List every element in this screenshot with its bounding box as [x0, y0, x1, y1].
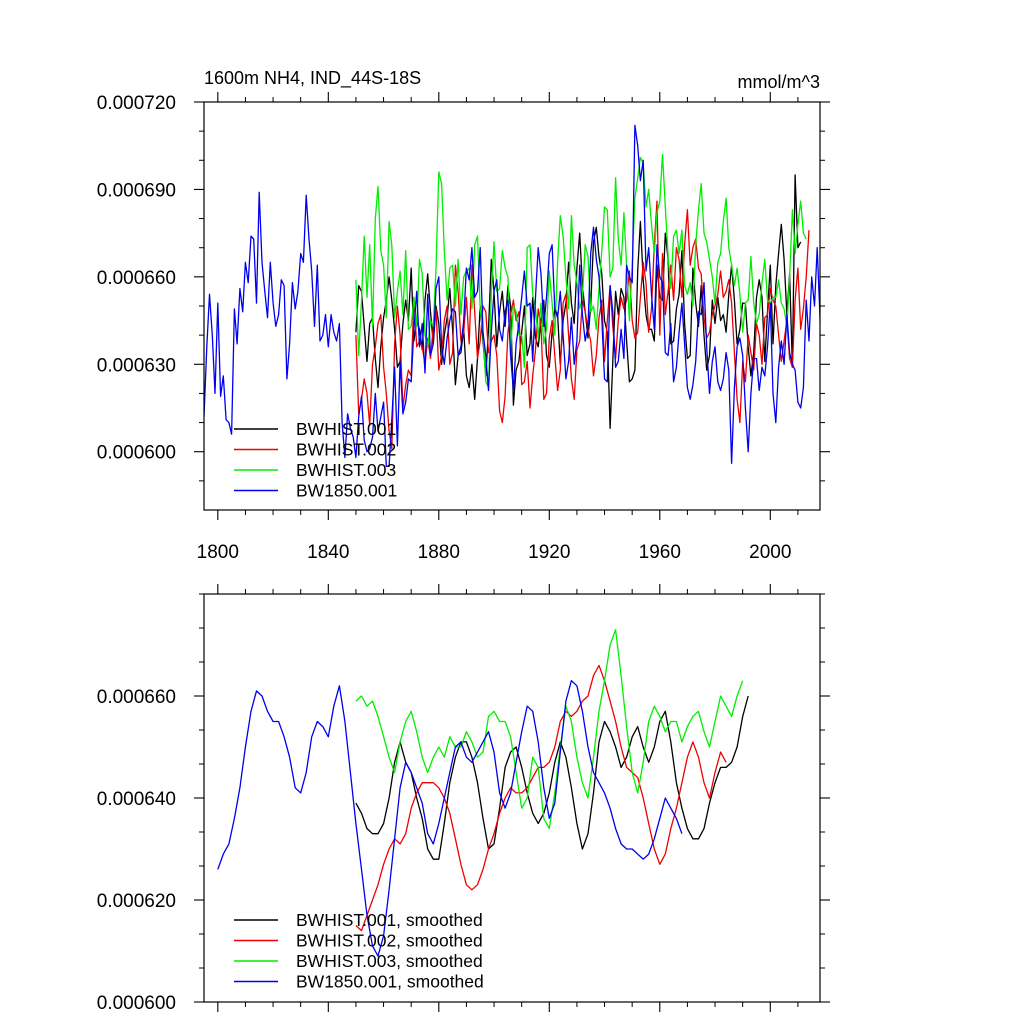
series-line-2: [355, 629, 744, 830]
plot-frame: [203, 593, 821, 1003]
x-tick-label: 1880: [418, 542, 460, 563]
series-line-0: [355, 174, 802, 430]
y-tick-label: 0.000600: [97, 443, 176, 464]
series-line-2: [355, 153, 807, 389]
series-line-1: [355, 200, 810, 450]
chart-title: 1600m NH4, IND_44S-18S: [204, 68, 421, 89]
units-label: mmol/m^3: [738, 72, 820, 92]
top-chart-panel: 1600m NH4, IND_44S-18S mmol/m^3 BWHIST.0…: [97, 68, 830, 563]
series-layer: [204, 124, 820, 467]
y-tick-label: 0.000640: [97, 789, 176, 810]
x-tick-label: 1960: [639, 542, 681, 563]
x-tick-label: 1920: [528, 542, 570, 563]
legend-label-3: BW1850.001: [296, 481, 397, 501]
legend-label-0: BWHIST.001: [296, 419, 396, 439]
series-line-0: [355, 695, 749, 860]
x-tick-label: 2000: [749, 542, 791, 563]
legend-label-1: BWHIST.002, smoothed: [296, 931, 483, 951]
x-tick-label: 1840: [307, 542, 349, 563]
axis-ticks: 0.000600 0.000620 0.000640 0.000660: [97, 584, 830, 1014]
y-tick-label: 0.000630: [97, 355, 176, 376]
legend-label-0: BWHIST.001, smoothed: [296, 910, 483, 930]
x-tick-label: 1800: [197, 542, 239, 563]
legend-label-2: BWHIST.003: [296, 460, 396, 480]
axis-ticks: 0.000600 0.000630 0.000660 0.000690 0.000720…: [97, 92, 830, 563]
legend-label-1: BWHIST.002: [296, 440, 396, 460]
series-layer: [217, 629, 749, 957]
y-tick-label: 0.000690: [97, 180, 176, 201]
plot-frame: [203, 101, 821, 511]
y-tick-label: 0.000660: [97, 687, 176, 708]
y-tick-label: 0.000660: [97, 268, 176, 289]
series-line-3: [204, 124, 820, 467]
legend-label-3: BW1850.001, smoothed: [296, 972, 484, 992]
series-line-3: [217, 680, 683, 957]
legend-label-2: BWHIST.003, smoothed: [296, 951, 483, 971]
y-tick-label: 0.000720: [97, 93, 176, 114]
y-tick-label: 0.000620: [97, 891, 176, 912]
y-tick-label: 0.000600: [97, 993, 176, 1014]
